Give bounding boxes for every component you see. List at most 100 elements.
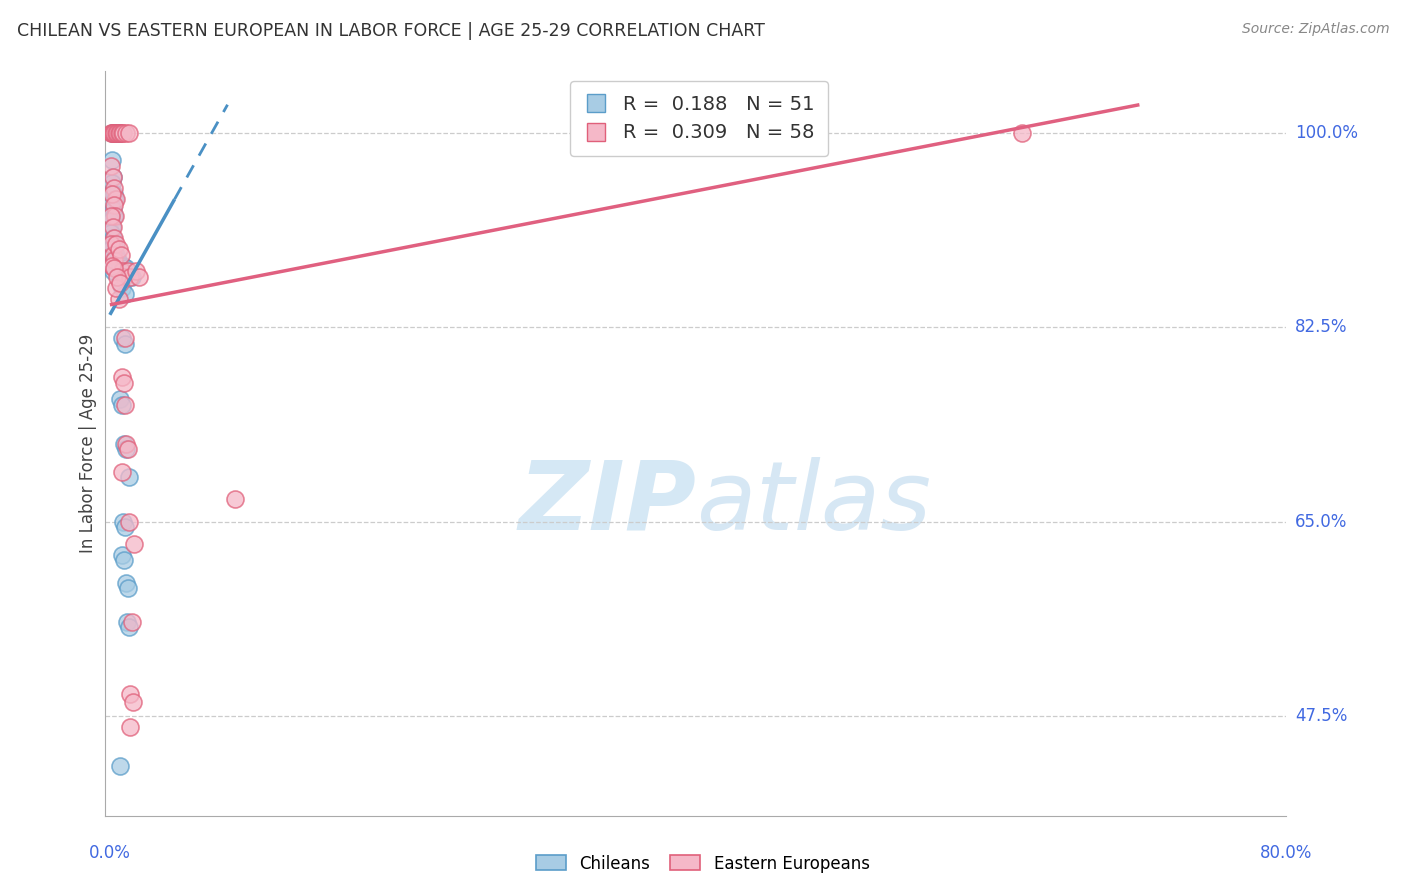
Point	[105, 126, 128, 140]
Point	[117, 442, 139, 457]
Point	[101, 253, 124, 268]
Point	[108, 759, 131, 773]
Y-axis label: In Labor Force | Age 25-29: In Labor Force | Age 25-29	[79, 334, 97, 553]
Point	[108, 392, 131, 407]
Point	[111, 548, 134, 562]
Text: 100.0%: 100.0%	[1295, 123, 1358, 142]
Point	[112, 270, 135, 285]
Point	[101, 153, 124, 168]
Point	[101, 126, 124, 140]
Point	[104, 192, 127, 206]
Text: 82.5%: 82.5%	[1295, 318, 1347, 336]
Point	[101, 186, 124, 201]
Point	[107, 126, 129, 140]
Point	[114, 520, 136, 534]
Point	[104, 209, 127, 223]
Point	[101, 169, 124, 184]
Text: 0.0%: 0.0%	[89, 844, 131, 862]
Point	[112, 376, 135, 390]
Point	[224, 492, 246, 507]
Point	[103, 198, 125, 212]
Point	[105, 270, 128, 285]
Text: 47.5%: 47.5%	[1295, 707, 1347, 725]
Point	[101, 248, 124, 262]
Point	[101, 126, 124, 140]
Point	[120, 270, 142, 285]
Point	[101, 231, 124, 245]
Point	[122, 695, 145, 709]
Point	[115, 436, 138, 450]
Point	[115, 261, 138, 276]
Point	[100, 126, 122, 140]
Point	[111, 126, 134, 140]
Point	[105, 236, 128, 251]
Point	[120, 720, 142, 734]
Point	[104, 126, 127, 140]
Text: atlas: atlas	[696, 457, 931, 549]
Text: 80.0%: 80.0%	[1260, 844, 1313, 862]
Point	[101, 169, 124, 184]
Point	[103, 261, 125, 276]
Point	[103, 253, 125, 268]
Point	[118, 126, 141, 140]
Point	[115, 126, 138, 140]
Point	[100, 248, 122, 262]
Point	[118, 620, 141, 634]
Point	[111, 331, 134, 345]
Point	[101, 219, 124, 234]
Point	[107, 242, 129, 256]
Point	[112, 259, 135, 273]
Point	[108, 126, 131, 140]
Point	[112, 515, 135, 529]
Point	[125, 264, 148, 278]
Point	[100, 226, 122, 240]
Point	[103, 236, 125, 251]
Point	[111, 281, 134, 295]
Point	[108, 126, 131, 140]
Point	[101, 264, 124, 278]
Point	[117, 582, 139, 596]
Point	[103, 186, 125, 201]
Legend: Chileans, Eastern Europeans: Chileans, Eastern Europeans	[530, 848, 876, 880]
Point	[107, 292, 129, 306]
Point	[104, 126, 127, 140]
Point	[108, 276, 131, 290]
Point	[768, 126, 790, 140]
Point	[103, 231, 125, 245]
Point	[121, 615, 143, 629]
Point	[100, 176, 122, 190]
Point	[100, 126, 122, 140]
Point	[111, 264, 134, 278]
Point	[104, 248, 127, 262]
Point	[115, 575, 138, 590]
Point	[103, 181, 125, 195]
Text: CHILEAN VS EASTERN EUROPEAN IN LABOR FORCE | AGE 25-29 CORRELATION CHART: CHILEAN VS EASTERN EUROPEAN IN LABOR FOR…	[17, 22, 765, 40]
Point	[112, 126, 135, 140]
Point	[114, 398, 136, 412]
Text: 65.0%: 65.0%	[1295, 513, 1347, 531]
Point	[114, 286, 136, 301]
Point	[120, 687, 142, 701]
Point	[115, 442, 138, 457]
Point	[103, 126, 125, 140]
Point	[100, 259, 122, 273]
Point	[108, 259, 131, 273]
Point	[100, 198, 122, 212]
Point	[111, 398, 134, 412]
Point	[107, 126, 129, 140]
Point	[101, 203, 124, 218]
Point	[100, 159, 122, 173]
Point	[103, 126, 125, 140]
Point	[101, 126, 124, 140]
Point	[100, 259, 122, 273]
Point	[122, 537, 145, 551]
Point	[107, 253, 129, 268]
Point	[110, 248, 132, 262]
Point	[117, 264, 139, 278]
Point	[112, 436, 135, 450]
Point	[103, 126, 125, 140]
Point	[100, 236, 122, 251]
Point	[104, 281, 127, 295]
Point	[112, 553, 135, 567]
Point	[115, 615, 138, 629]
